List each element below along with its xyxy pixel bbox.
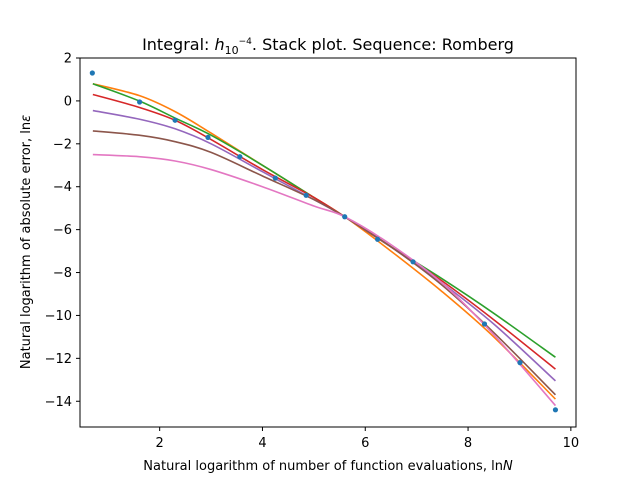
y-tick-label: −14 <box>45 395 72 410</box>
x-tick-label: 4 <box>258 436 266 451</box>
y-tick-label: −10 <box>45 309 72 324</box>
y-axis-label: Natural logarithm of absolute error, lnε <box>19 115 34 369</box>
data-point <box>237 154 243 160</box>
data-point <box>272 175 278 181</box>
data-point <box>410 259 416 265</box>
plot-area <box>89 70 559 413</box>
y-tick-label: 2 <box>64 52 72 67</box>
y-tick-label: −12 <box>45 352 72 367</box>
data-point <box>517 360 523 366</box>
y-tick-label: 0 <box>64 94 72 109</box>
x-axis-label: Natural logarithm of number of function … <box>143 459 513 474</box>
x-tick-label: 10 <box>563 436 580 451</box>
y-tick-label: −2 <box>53 137 72 152</box>
x-tick-label: 2 <box>156 436 164 451</box>
x-tick-label: 8 <box>464 436 472 451</box>
chart-title: Integral: h10−4. Stack plot. Sequence: R… <box>142 35 514 57</box>
data-point <box>89 70 95 76</box>
series-line-3 <box>92 93 556 370</box>
axes-frame <box>79 57 577 428</box>
y-tick-label: −6 <box>53 223 72 238</box>
data-point <box>342 214 348 220</box>
x-tick-label: 6 <box>361 436 369 451</box>
y-tick-label: −4 <box>53 180 72 195</box>
data-point <box>205 134 211 140</box>
data-point <box>137 99 143 105</box>
data-point <box>303 192 309 198</box>
y-tick-label: −8 <box>53 266 72 281</box>
data-point <box>481 321 488 327</box>
x-axis-ticks: 2 4 6 8 10 <box>156 427 580 451</box>
data-point <box>375 236 381 242</box>
data-point <box>552 407 559 413</box>
series-line-6 <box>92 153 557 407</box>
data-point <box>172 117 178 123</box>
y-axis-ticks: 2 0 −2 −4 −6 −8 −10 −12 −14 <box>45 52 80 410</box>
